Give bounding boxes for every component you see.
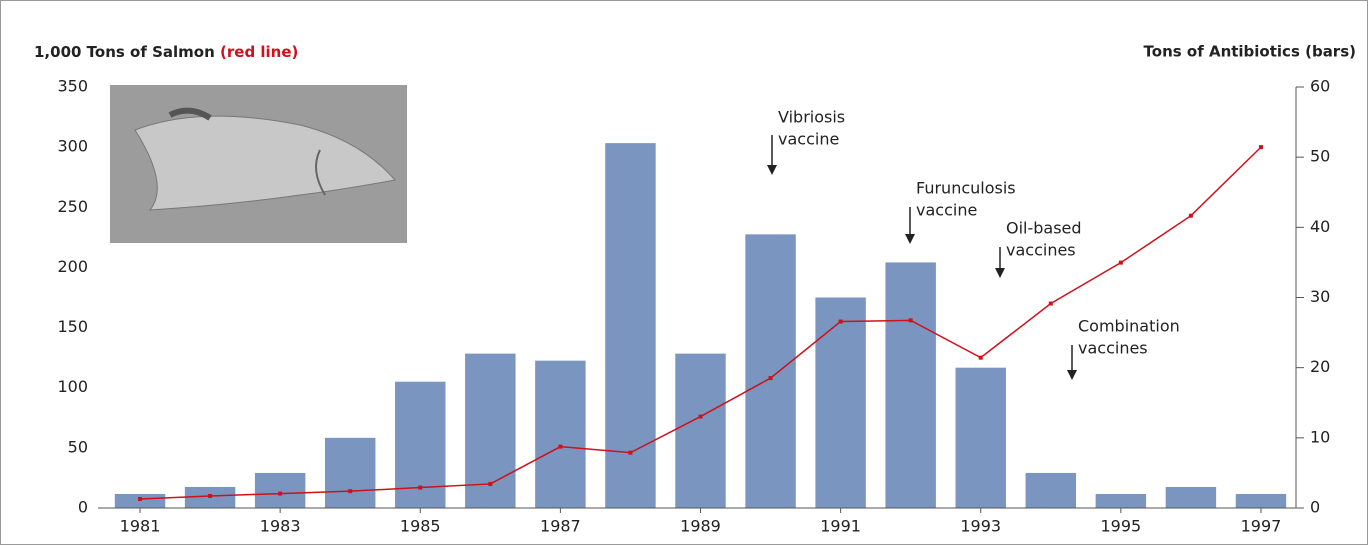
y-title-main: 1,000 Tons of Salmon <box>34 43 215 61</box>
y-tick-label: 300 <box>57 137 88 156</box>
bar <box>956 368 1006 508</box>
y-tick-label: 0 <box>78 498 88 517</box>
page: {"chart_data": { "type": "bar-line", "y_… <box>0 0 1368 545</box>
annotation-arrowhead <box>995 268 1005 278</box>
line-point <box>769 376 773 380</box>
x-tick-label: 1987 <box>540 517 581 536</box>
line-point <box>348 489 352 493</box>
line-point <box>558 445 562 449</box>
annotation-arrowhead <box>1067 370 1077 380</box>
line-point <box>909 318 913 322</box>
bar <box>325 438 375 508</box>
y2-tick-label: 40 <box>1310 217 1330 236</box>
bar <box>535 361 585 508</box>
line-point <box>278 492 282 496</box>
x-tick-label: 1991 <box>820 517 861 536</box>
annotation: vaccine <box>778 130 839 149</box>
y-tick-label: 150 <box>57 317 88 336</box>
y2-tick-label: 20 <box>1310 357 1330 376</box>
y-tick-label: 50 <box>68 437 88 456</box>
line-point <box>138 497 142 501</box>
annotation: Vibriosis <box>778 108 845 127</box>
x-tick-label: 1981 <box>120 517 161 536</box>
salmon-photo <box>110 85 407 243</box>
line-point <box>1119 261 1123 265</box>
line-point <box>699 415 703 419</box>
x-tick-label: 1983 <box>260 517 301 536</box>
bar <box>1096 494 1146 508</box>
annotation: vaccines <box>1078 339 1148 358</box>
y-tick-label: 350 <box>57 77 88 96</box>
annotation-arrowhead <box>767 165 777 175</box>
line-point <box>1259 145 1263 149</box>
x-tick-label: 1993 <box>960 517 1001 536</box>
bar <box>815 298 865 509</box>
annotation-arrowhead <box>905 234 915 244</box>
y-tick-label: 250 <box>57 197 88 216</box>
line-point <box>979 356 983 360</box>
y2-tick-label: 50 <box>1310 147 1330 166</box>
bar <box>115 494 165 508</box>
x-tick-label: 1985 <box>400 517 441 536</box>
line-point <box>839 320 843 324</box>
y-title-note: (red line) <box>220 43 298 61</box>
y-tick-label: 200 <box>57 257 88 276</box>
line-point <box>488 482 492 486</box>
y-tick-label: 100 <box>57 377 88 396</box>
annotation: Furunculosis <box>916 179 1016 198</box>
bar <box>675 354 725 508</box>
y2-tick-label: 10 <box>1310 427 1330 446</box>
line-point <box>208 494 212 498</box>
bar <box>745 234 795 508</box>
annotation: Combination <box>1078 317 1180 336</box>
chart: 1,000 Tons of Salmon (red line) Tons of … <box>0 0 1368 545</box>
annotation: Oil-based <box>1006 219 1082 238</box>
bar <box>1166 487 1216 508</box>
x-tick-label: 1995 <box>1100 517 1141 536</box>
y-title: 1,000 Tons of Salmon (red line) <box>34 43 298 61</box>
x-tick-label: 1989 <box>680 517 721 536</box>
x-tick-label: 1997 <box>1241 517 1282 536</box>
line-point <box>418 486 422 490</box>
line-point <box>1049 302 1053 306</box>
line-point <box>1189 214 1193 218</box>
y2-title: Tons of Antibiotics (bars) <box>1144 43 1356 61</box>
bar <box>1236 494 1286 508</box>
bar <box>1026 473 1076 508</box>
y2-tick-label: 0 <box>1310 498 1320 517</box>
bar <box>255 473 305 508</box>
line-point <box>628 451 632 455</box>
y2-tick-label: 30 <box>1310 287 1330 306</box>
annotation: vaccine <box>916 201 977 220</box>
annotation: vaccines <box>1006 241 1076 260</box>
bar <box>885 262 935 508</box>
y2-tick-label: 60 <box>1310 77 1330 96</box>
